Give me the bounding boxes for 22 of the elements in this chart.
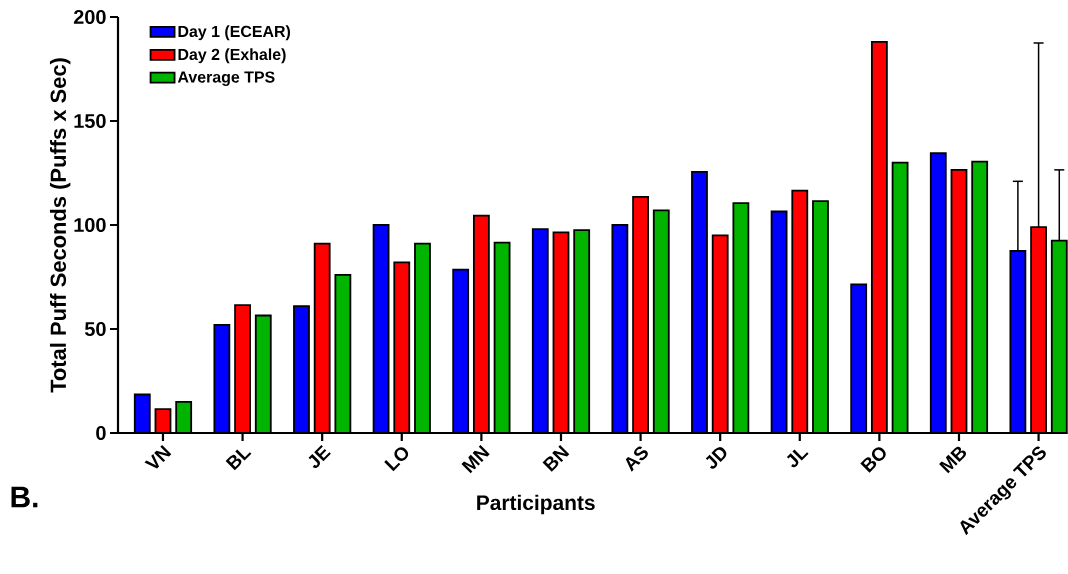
y-tick-label: 200: [73, 9, 106, 25]
y-tick-label: 50: [84, 321, 106, 337]
x-tick-label: VN: [144, 445, 172, 469]
y-tick-label: 150: [74, 113, 106, 129]
x-tick-label: BL: [225, 449, 252, 471]
x-axis-title: Participants: [477, 494, 595, 515]
x-tick-label: MB: [939, 446, 966, 474]
legend-label: Average TPS: [177, 71, 275, 86]
x-tick-label: MN: [461, 445, 490, 474]
y-tick-label: 0: [96, 425, 106, 441]
x-tick-label: BN: [542, 445, 570, 472]
x-tick-label: JE: [308, 444, 331, 468]
legend-label: Day 2 (Exhale): [178, 48, 286, 64]
y-tick-label: 100: [74, 217, 106, 233]
x-tick-label: AS: [625, 446, 648, 472]
y-axis-title: Total Puff Seconds (Puffs x Sec): [49, 58, 71, 393]
legend-label: Day 1 (ECEAR): [178, 25, 291, 41]
x-tick-label: JL: [786, 449, 809, 468]
x-tick-label: BO: [860, 447, 886, 473]
x-tick-label: LO: [384, 447, 409, 472]
text: B.: [11, 486, 38, 508]
x-tick-label: JD: [705, 447, 727, 469]
